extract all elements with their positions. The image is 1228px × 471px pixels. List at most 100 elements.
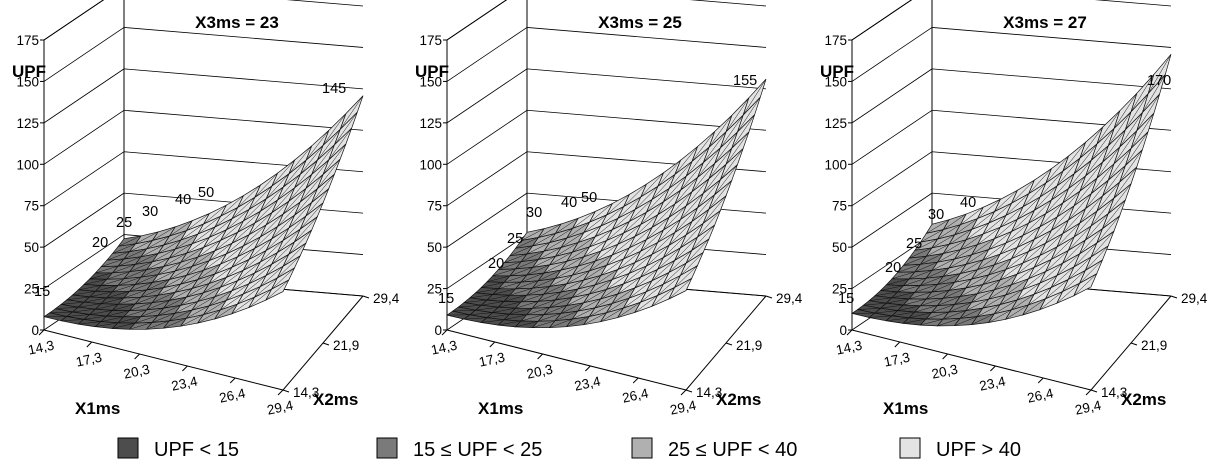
z-tick-label: 175 [824, 33, 847, 48]
x-tick-label: 17,3 [882, 350, 911, 370]
x-tick-label: 17,3 [477, 350, 506, 370]
legend-item: UPF > 40 [900, 438, 1021, 461]
chart-title: X3ms = 23 [195, 13, 279, 32]
z-gridline-left [852, 27, 932, 81]
legend-label: UPF < 15 [154, 439, 239, 461]
x-tick [87, 342, 92, 347]
z-gridline-left [44, 152, 124, 206]
x-tick [681, 390, 686, 395]
x-tick [990, 366, 995, 371]
contour-label: 50 [581, 190, 597, 206]
z-gridline [527, 0, 766, 6]
y-tick-label: 29,4 [1181, 291, 1208, 306]
x-tick [943, 354, 948, 359]
contour-label: 15 [838, 291, 854, 307]
x-tick-label: 26,4 [218, 385, 247, 405]
x-tick [1086, 390, 1091, 395]
contour-label: 40 [960, 195, 976, 211]
contour-label: 145 [322, 81, 346, 97]
y-tick-label: 29,4 [776, 291, 803, 306]
x-tick [490, 342, 495, 347]
x-axis-label: X1ms [75, 399, 120, 418]
x-tick-label: 23,4 [573, 373, 602, 393]
z-tick-label: 100 [419, 157, 442, 172]
x-tick [230, 378, 235, 383]
z-tick-label: 125 [419, 116, 442, 131]
z-gridline-left [44, 69, 124, 123]
contour-label: 25 [116, 215, 132, 231]
x-tick-label: 14,3 [27, 338, 56, 358]
z-gridline-left [447, 0, 527, 40]
legend-swatch [118, 438, 138, 458]
contour-label: 30 [142, 204, 158, 220]
x-tick-label: 14,3 [835, 338, 864, 358]
contour-label: 40 [561, 195, 577, 211]
z-tick-label: 0 [31, 323, 39, 338]
z-gridline-left [44, 110, 124, 164]
legend-label: 15 ≤ UPF < 25 [413, 439, 542, 461]
z-tick-label: 175 [419, 33, 442, 48]
y-tick [1091, 390, 1097, 392]
x-tick [278, 390, 283, 395]
legend-item: UPF < 15 [118, 438, 239, 461]
chart-panel-3: 025507510012515017514,317,320,323,426,42… [820, 0, 1208, 418]
z-gridline-left [447, 110, 527, 164]
contour-label: 30 [928, 207, 944, 223]
x-tick-label: 14,3 [430, 338, 459, 358]
z-gridline [932, 0, 1171, 6]
z-axis-label: UPF [12, 62, 46, 81]
z-gridline-left [44, 27, 124, 81]
z-gridline-left [447, 69, 527, 123]
panels: 025507510012515017514,317,320,323,426,42… [12, 0, 1208, 418]
x-tick [182, 366, 187, 371]
x-tick [135, 354, 140, 359]
z-tick-label: 125 [16, 116, 39, 131]
chart-title: X3ms = 25 [598, 13, 682, 32]
y-tick [363, 296, 369, 298]
z-gridline-left [852, 110, 932, 164]
x-tick-label: 23,4 [170, 373, 199, 393]
y-axis-label: X2ms [1121, 390, 1166, 409]
x-tick-label: 29,4 [1074, 397, 1103, 417]
contour-label: 20 [92, 235, 108, 251]
y-tick-label: 21,9 [1141, 338, 1167, 353]
y-tick [686, 390, 692, 392]
y-axis-label: X2ms [716, 390, 761, 409]
y-tick [1171, 296, 1177, 298]
y-tick-label: 21,9 [333, 338, 359, 353]
z-tick-label: 100 [16, 157, 39, 172]
surface-mesh [447, 79, 766, 328]
x-tick [585, 366, 590, 371]
z-gridline-left [852, 69, 932, 123]
z-gridline-left [852, 0, 932, 40]
x-tick [895, 342, 900, 347]
z-tick-label: 75 [24, 199, 39, 214]
z-gridline [124, 110, 363, 130]
surface-mesh [44, 96, 363, 330]
z-gridline [124, 0, 363, 6]
contour-label: 30 [526, 205, 542, 221]
z-tick-label: 0 [434, 323, 442, 338]
z-axis-label: UPF [820, 62, 854, 81]
y-tick-label: 21,9 [736, 338, 762, 353]
contour-label: 20 [885, 260, 901, 276]
y-tick [766, 296, 772, 298]
legend-label: UPF > 40 [936, 439, 1021, 461]
x-tick-label: 26,4 [1026, 385, 1055, 405]
z-tick-label: 75 [832, 199, 847, 214]
surface-mesh [852, 54, 1171, 326]
contour-label: 155 [733, 73, 757, 89]
x-axis-label: X1ms [478, 399, 523, 418]
contour-label: 25 [906, 236, 922, 252]
z-tick-label: 100 [824, 157, 847, 172]
contour-label: 170 [1147, 73, 1171, 89]
contour-label: 40 [175, 192, 191, 208]
chart-panel-2: 025507510012515017514,317,320,323,426,42… [415, 0, 803, 418]
z-gridline-left [44, 0, 124, 40]
x-tick-label: 29,4 [266, 397, 295, 417]
x-tick [1038, 378, 1043, 383]
z-gridline-left [44, 193, 124, 247]
y-tick [1131, 343, 1137, 345]
y-tick [323, 343, 329, 345]
